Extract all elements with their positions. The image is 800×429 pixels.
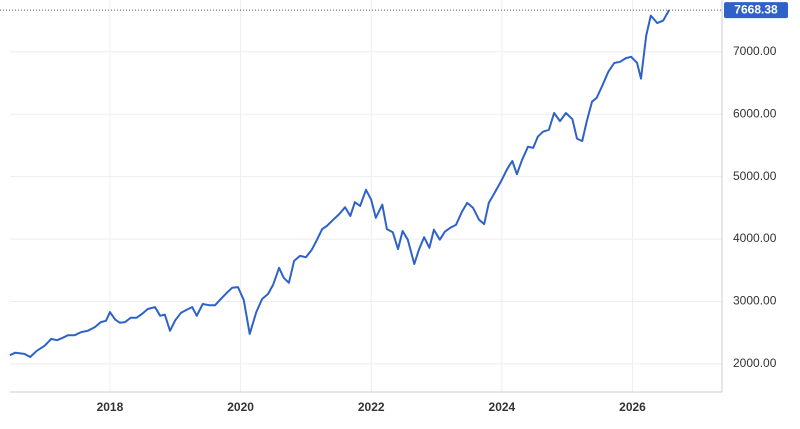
y-tick-label: 6000.00 — [733, 106, 777, 120]
y-tick-label: 5000.00 — [733, 169, 777, 183]
x-tick-label: 2022 — [358, 400, 385, 414]
x-tick-label: 2024 — [489, 400, 516, 414]
line — [9, 9, 670, 358]
x-tick-label: 2018 — [97, 400, 124, 414]
last-value-label: 7668.38 — [734, 2, 778, 16]
x-tick-label: 2026 — [619, 400, 646, 414]
x-tick-label: 2020 — [227, 400, 254, 414]
y-tick-label: 4000.00 — [733, 231, 777, 245]
y-tick-label: 3000.00 — [733, 294, 777, 308]
y-tick-label: 2000.00 — [733, 356, 777, 370]
last-value-tag — [724, 2, 788, 19]
y-tick-label: 7000.00 — [733, 44, 777, 58]
